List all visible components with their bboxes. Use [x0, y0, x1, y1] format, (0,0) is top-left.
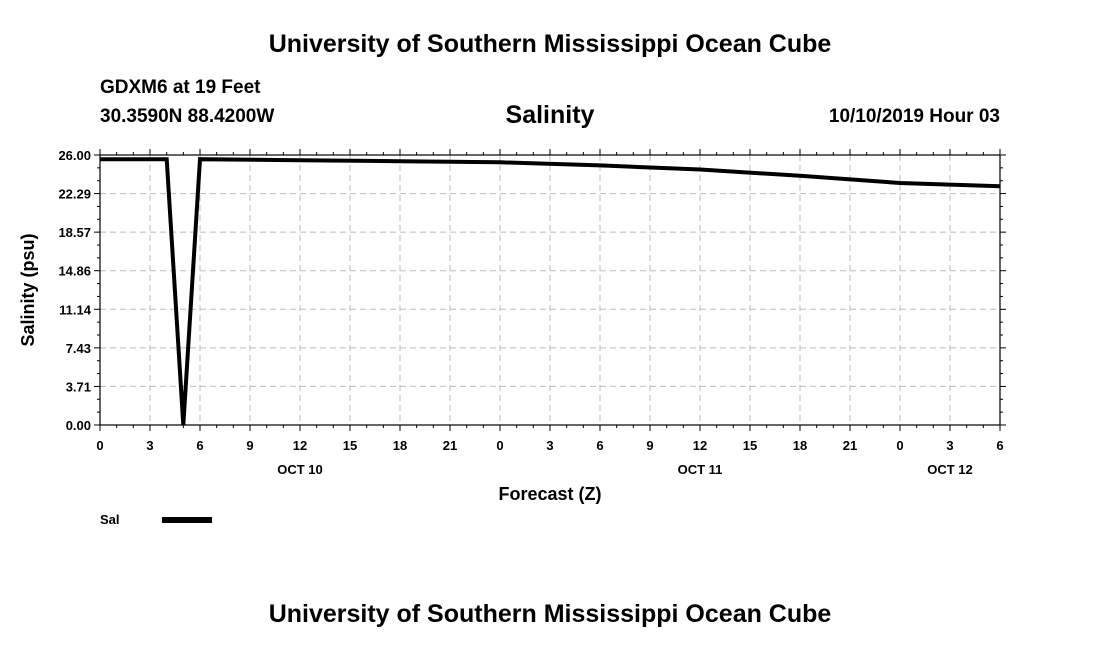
series-line-sal — [100, 157, 1001, 426]
page-title-bottom: University of Southern Mississippi Ocean… — [268, 600, 832, 628]
x-tick-label: 12 — [293, 438, 307, 453]
x-tick-label: 3 — [946, 438, 953, 453]
y-tick-label: 26.00 — [58, 148, 91, 163]
date-label: OCT 11 — [678, 462, 723, 477]
station-label: GDXM6 at 19 Feet — [100, 77, 261, 98]
y-tick-label: 22.29 — [58, 187, 91, 202]
x-tick-label: 0 — [496, 438, 503, 453]
x-tick-label: 3 — [146, 438, 153, 453]
date-label: OCT 12 — [927, 462, 973, 477]
y-tick-label: 0.00 — [66, 418, 91, 433]
x-tick-label: 18 — [393, 438, 407, 453]
x-tick-label: 12 — [693, 438, 707, 453]
y-tick-label: 18.57 — [58, 225, 91, 240]
x-tick-label: 0 — [896, 438, 903, 453]
chart-title: Salinity — [505, 101, 595, 129]
legend-label: Sal — [100, 512, 120, 527]
y-tick-label: 7.43 — [66, 341, 91, 356]
y-tick-label: 3.71 — [66, 379, 91, 394]
x-tick-label: 6 — [196, 438, 203, 453]
y-tick-label: 14.86 — [58, 264, 91, 279]
x-tick-label: 6 — [596, 438, 603, 453]
x-tick-label: 15 — [343, 438, 357, 453]
page-title-top: University of Southern Mississippi Ocean… — [268, 30, 832, 58]
x-tick-label: 18 — [793, 438, 807, 453]
x-tick-label: 9 — [246, 438, 253, 453]
x-tick-label: 21 — [443, 438, 457, 453]
y-tick-label: 11.14 — [59, 302, 92, 317]
date-label: OCT 10 — [277, 462, 323, 477]
x-tick-label: 9 — [646, 438, 653, 453]
y-axis-title: Salinity (psu) — [18, 233, 38, 346]
coordinates-label: 30.3590N 88.4200W — [100, 106, 275, 127]
x-tick-label: 6 — [996, 438, 1003, 453]
x-tick-label: 3 — [546, 438, 553, 453]
x-tick-label: 15 — [743, 438, 757, 453]
x-tick-label: 0 — [96, 438, 103, 453]
datetime-label: 10/10/2019 Hour 03 — [828, 106, 1000, 127]
x-tick-label: 21 — [843, 438, 857, 453]
x-axis-title: Forecast (Z) — [498, 484, 601, 504]
